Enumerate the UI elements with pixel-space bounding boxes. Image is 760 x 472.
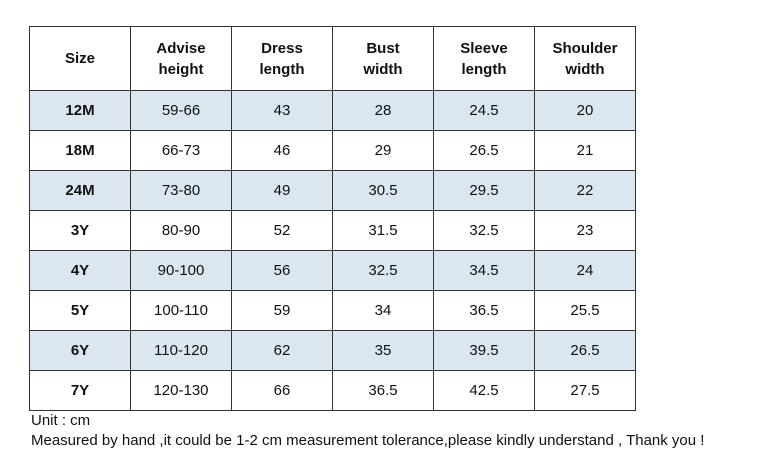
size-label: 24M — [29, 170, 131, 211]
table-cell: 22 — [534, 170, 636, 211]
header-text: length — [461, 60, 507, 78]
header-cell: Shoulder width — [534, 26, 636, 91]
header-text: Bust — [366, 39, 400, 57]
size-label: 4Y — [29, 250, 131, 291]
table-cell: 34 — [332, 290, 434, 331]
table-cell: 32.5 — [332, 250, 434, 291]
size-table: Size Advise height Dress length Bust width Slee… — [29, 26, 636, 411]
header-cell: Size — [29, 26, 131, 91]
header-cell: Bust width — [332, 26, 434, 91]
table-cell: 100-110 — [130, 290, 232, 331]
size-label: 18M — [29, 130, 131, 171]
header-row: Size Advise height Dress length Bust width Slee… — [29, 26, 636, 91]
unit-note: Unit : cm — [31, 412, 91, 429]
header-text: Sleeve — [460, 39, 508, 57]
size-label: 3Y — [29, 210, 131, 251]
table-cell: 90-100 — [130, 250, 232, 291]
header-text: Dress — [261, 39, 303, 57]
table-cell: 59-66 — [130, 90, 232, 131]
table-cell: 25.5 — [534, 290, 636, 331]
table-cell: 28 — [332, 90, 434, 131]
size-label: 5Y — [29, 290, 131, 331]
table-cell: 35 — [332, 330, 434, 371]
table-cell: 32.5 — [433, 210, 535, 251]
table-cell: 62 — [231, 330, 333, 371]
table-row: 24M 73-80 49 30.5 29.5 22 — [29, 170, 636, 211]
header-text: Advise — [156, 39, 206, 57]
table-cell: 27.5 — [534, 370, 636, 411]
table-row: 7Y 120-130 66 36.5 42.5 27.5 — [29, 370, 636, 411]
table-cell: 29 — [332, 130, 434, 171]
header-cell: Sleeve length — [433, 26, 535, 91]
table-cell: 26.5 — [534, 330, 636, 371]
table-row: 3Y 80-90 52 31.5 32.5 23 — [29, 210, 636, 251]
table-row: 18M 66-73 46 29 26.5 21 — [29, 130, 636, 171]
table-cell: 52 — [231, 210, 333, 251]
table-body: 12M 59-66 43 28 24.5 20 18M 66-73 46 29 26.5 21 24M 7… — [29, 90, 636, 411]
size-label: 12M — [29, 90, 131, 131]
header-text: width — [565, 60, 605, 78]
table-cell: 56 — [231, 250, 333, 291]
table-cell: 24.5 — [433, 90, 535, 131]
header-text: Shoulder — [552, 39, 618, 57]
table-cell: 20 — [534, 90, 636, 131]
table-cell: 36.5 — [332, 370, 434, 411]
table-cell: 42.5 — [433, 370, 535, 411]
table-row: 5Y 100-110 59 34 36.5 25.5 — [29, 290, 636, 331]
size-label: 6Y — [29, 330, 131, 371]
table-cell: 31.5 — [332, 210, 434, 251]
table-cell: 66-73 — [130, 130, 232, 171]
table-cell: 49 — [231, 170, 333, 211]
table-cell: 36.5 — [433, 290, 535, 331]
table-cell: 120-130 — [130, 370, 232, 411]
table-cell: 23 — [534, 210, 636, 251]
table-cell: 80-90 — [130, 210, 232, 251]
table-cell: 110-120 — [130, 330, 232, 371]
table-cell: 43 — [231, 90, 333, 131]
header-text: width — [363, 60, 403, 78]
table-cell: 46 — [231, 130, 333, 171]
header-cell: Advise height — [130, 26, 232, 91]
header-text: height — [158, 60, 204, 78]
table-cell: 39.5 — [433, 330, 535, 371]
table-cell: 21 — [534, 130, 636, 171]
header-cell: Dress length — [231, 26, 333, 91]
table-cell: 24 — [534, 250, 636, 291]
table-cell: 34.5 — [433, 250, 535, 291]
table-cell: 30.5 — [332, 170, 434, 211]
table-row: 12M 59-66 43 28 24.5 20 — [29, 90, 636, 131]
measurement-note: Measured by hand ,it could be 1-2 cm mea… — [31, 432, 705, 449]
table-cell: 29.5 — [433, 170, 535, 211]
table-cell: 26.5 — [433, 130, 535, 171]
table-cell: 73-80 — [130, 170, 232, 211]
size-label: 7Y — [29, 370, 131, 411]
table-cell: 59 — [231, 290, 333, 331]
table-row: 4Y 90-100 56 32.5 34.5 24 — [29, 250, 636, 291]
header-text: Size — [64, 50, 95, 67]
table-row: 6Y 110-120 62 35 39.5 26.5 — [29, 330, 636, 371]
table-cell: 66 — [231, 370, 333, 411]
header-text: length — [259, 60, 305, 78]
